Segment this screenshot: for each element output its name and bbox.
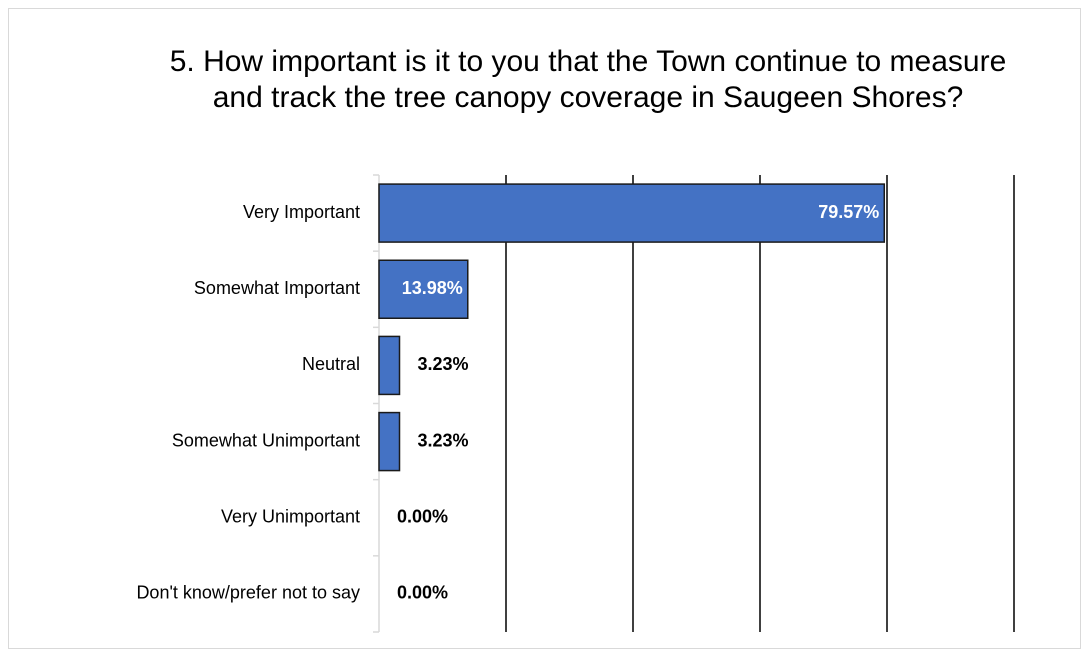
data-label: 3.23%: [418, 430, 469, 450]
y-tick-label: Don't know/prefer not to say: [136, 583, 360, 603]
y-tick-label: Somewhat Important: [194, 278, 360, 298]
data-label: 0.00%: [397, 583, 448, 603]
y-tick-label: Neutral: [302, 354, 360, 374]
data-label: 0.00%: [397, 507, 448, 527]
y-tick-label: Somewhat Unimportant: [172, 430, 360, 450]
bar: [378, 335, 401, 396]
y-tick-label: Very Unimportant: [221, 507, 360, 527]
data-label: 13.98%: [402, 278, 463, 298]
bar: [378, 259, 469, 319]
y-tick-label: Very Important: [243, 202, 360, 222]
data-label: 79.57%: [818, 202, 879, 222]
bar: [378, 183, 886, 243]
chart-title: 5. How important is it to you that the T…: [169, 45, 1007, 114]
bar: [378, 411, 401, 472]
data-label: 3.23%: [418, 354, 469, 374]
frame: [8, 8, 1081, 649]
